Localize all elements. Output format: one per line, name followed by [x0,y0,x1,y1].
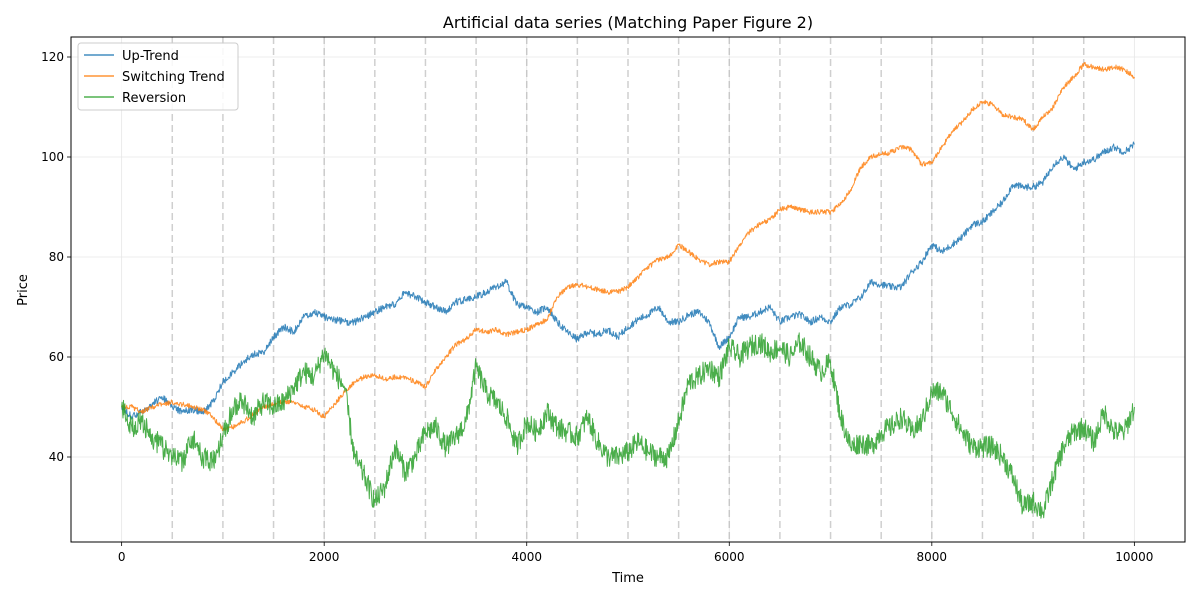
x-tick-label: 8000 [917,550,948,564]
y-tick-label: 100 [41,150,64,164]
y-tick-label: 80 [49,250,64,264]
y-tick-label: 120 [41,50,64,64]
x-tick-label: 4000 [511,550,542,564]
y-tick-label: 40 [49,450,64,464]
legend: Up-Trend Switching Trend Reversion [77,42,239,111]
x-tick-label: 0 [118,550,126,564]
x-tick-label: 6000 [714,550,745,564]
legend-label: Up-Trend [122,49,179,64]
x-axis-label: Time [611,571,644,586]
series-line-up-trend [121,141,1135,420]
y-tick-label: 60 [49,350,64,364]
y-axis-label: Price [16,274,31,306]
axes: 0 2000 4000 6000 8000 10000 40 60 80 100 120 [41,50,1153,564]
x-tick-label: 10000 [1115,550,1153,564]
series-lines [121,61,1135,519]
vertical-markers [171,37,1085,542]
legend-label: Reversion [122,91,186,106]
plot-frame [70,36,1186,543]
chart-title: Artificial data series (Matching Paper F… [443,13,813,32]
legend-box [77,42,239,111]
legend-label: Switching Trend [122,70,225,85]
x-tick-label: 2000 [309,550,340,564]
series-line-reversion [121,332,1135,519]
